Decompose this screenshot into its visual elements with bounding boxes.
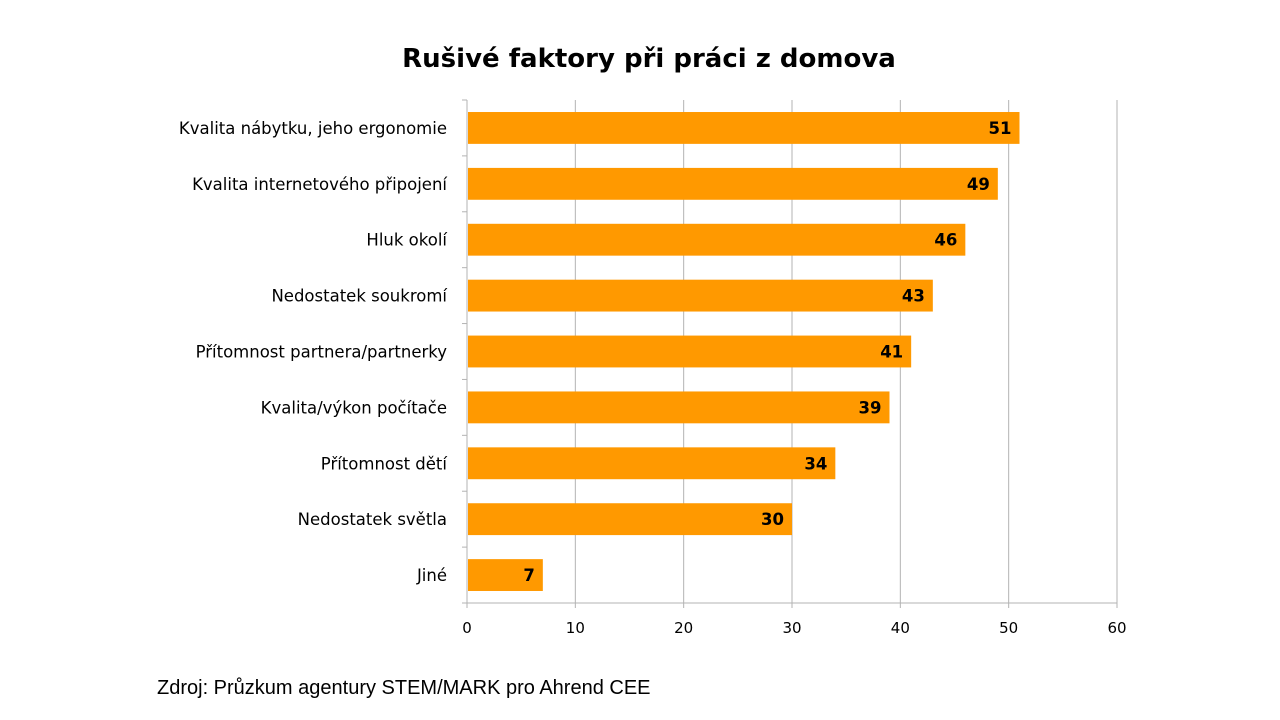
bar-4: [468, 279, 933, 312]
bar-7: [468, 447, 836, 480]
chart-title: Rušivé faktory při práci z domova: [402, 44, 896, 74]
x-tick-label-10: 10: [566, 619, 585, 637]
category-label-9: Jiné: [416, 566, 447, 585]
data-label-5: 41: [880, 343, 903, 362]
data-label-2: 49: [967, 175, 990, 194]
category-label-5: Přítomnost partnera/partnerky: [196, 343, 448, 362]
bar-6: [468, 391, 890, 424]
x-tick-label-20: 20: [674, 619, 693, 637]
x-tick-label-60: 60: [1107, 619, 1126, 637]
data-label-3: 46: [934, 231, 957, 250]
bar-8: [468, 503, 792, 536]
bar-9: [468, 559, 543, 591]
category-label-8: Nedostatek světla: [298, 510, 447, 529]
category-label-1: Kvalita nábytku, jeho ergonomie: [179, 119, 447, 138]
data-label-1: 51: [989, 119, 1012, 138]
bar-3: [468, 223, 966, 256]
bar-2: [468, 167, 998, 200]
source-note: Zdroj: Průzkum agentury STEM/MARK pro Ah…: [157, 677, 651, 699]
data-label-4: 43: [902, 287, 925, 306]
data-label-7: 34: [804, 454, 827, 473]
bar-1: [468, 112, 1020, 144]
category-label-6: Kvalita/výkon počítače: [261, 398, 447, 417]
bar-5: [468, 335, 912, 368]
x-tick-label-30: 30: [782, 619, 801, 637]
data-label-8: 30: [761, 510, 784, 529]
category-label-7: Přítomnost dětí: [321, 454, 449, 473]
x-tick-label-0: 0: [462, 619, 472, 637]
category-label-3: Hluk okolí: [366, 231, 448, 250]
data-label-9: 7: [523, 566, 534, 585]
x-tick-label-40: 40: [891, 619, 910, 637]
category-label-4: Nedostatek soukromí: [271, 287, 448, 306]
x-tick-label-50: 50: [999, 619, 1018, 637]
category-label-2: Kvalita internetového připojení: [192, 175, 448, 194]
data-label-6: 39: [859, 398, 882, 417]
